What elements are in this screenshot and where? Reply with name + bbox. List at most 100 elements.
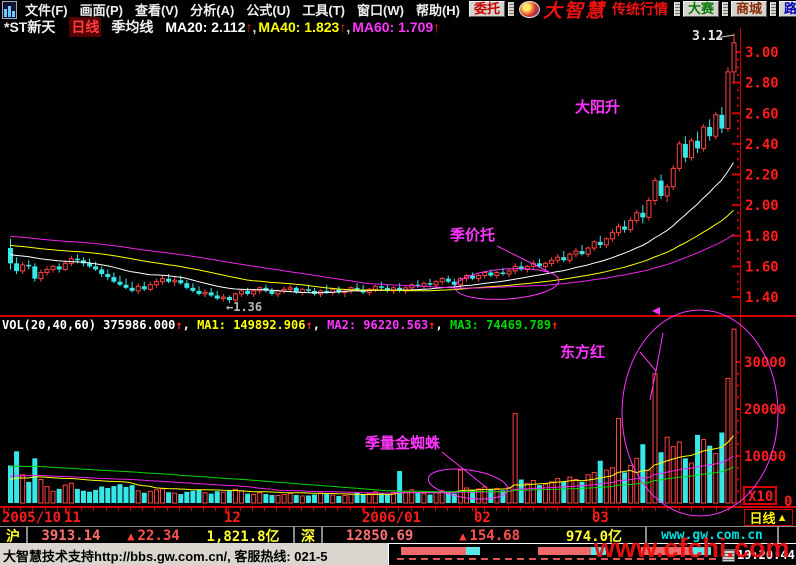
toolbar: 委托 大智慧 传统行情 大赛 商城 路演 _ ❐ ✕ xyxy=(468,0,796,22)
sh-data-cell[interactable]: 3913.14 ▲ 22.34 1,821.8亿 xyxy=(28,527,295,545)
up-arrow-icon: ↑ xyxy=(433,18,441,35)
date-minor-tick xyxy=(544,508,546,511)
date-minor-tick xyxy=(105,508,107,511)
date-minor-tick xyxy=(374,508,375,511)
left-triangle-marker xyxy=(652,307,660,315)
date-minor-tick xyxy=(557,508,558,511)
svg-text:2.20: 2.20 xyxy=(745,168,779,184)
website-link[interactable]: www.gw.com.cn xyxy=(661,528,763,543)
date-minor-tick xyxy=(44,508,46,511)
date-minor-tick xyxy=(56,508,58,511)
date-minor-tick xyxy=(581,508,583,511)
chart-info-bar: *ST新天 日线 季均线 MA20: 2.112 ↑, MA40: 1.823 ↑,… xyxy=(4,16,441,37)
sz-data-cell[interactable]: 12850.69 ▲ 154.68 974.0亿 xyxy=(323,527,647,545)
date-minor-tick xyxy=(203,508,205,511)
date-axis: 日线 ▲ 2005/10 11 12 2006/01 02 03 xyxy=(0,508,796,526)
menu-file[interactable]: 文件(F) xyxy=(25,2,68,18)
ticker-dash xyxy=(685,558,692,560)
menu-analysis[interactable]: 分析(A) xyxy=(190,2,235,18)
svg-text:2.80: 2.80 xyxy=(745,76,779,92)
ticker-dash xyxy=(601,558,608,560)
annotation-text: 大阳升 xyxy=(575,98,620,116)
date-minor-tick xyxy=(325,508,327,511)
annotation-text: 季量金蜘蛛 xyxy=(365,434,441,452)
date-minor-tick xyxy=(349,508,351,511)
date-tick xyxy=(475,508,477,513)
date-minor-tick xyxy=(191,508,192,511)
date-minor-tick xyxy=(422,508,424,511)
ticker-dash xyxy=(613,558,620,560)
volume-bars xyxy=(8,328,737,504)
date-tick xyxy=(363,508,365,513)
ticker-dash xyxy=(577,558,584,560)
date-minor-tick xyxy=(679,508,680,511)
ticker-dash xyxy=(637,558,644,560)
menu-screen[interactable]: 画面(P) xyxy=(79,2,123,18)
sz-amount: 974.0亿 xyxy=(565,528,623,545)
ticker-dash xyxy=(661,558,668,560)
date-minor-tick xyxy=(532,508,534,511)
date-minor-tick xyxy=(496,508,497,511)
status-panel-icon xyxy=(722,549,735,562)
annotation-text: 季价托 xyxy=(450,226,495,244)
ticker-dash xyxy=(421,558,428,560)
ticker-block xyxy=(538,547,591,555)
svg-text:2.40: 2.40 xyxy=(745,137,779,153)
ticker-dash xyxy=(565,558,572,560)
date-minor-tick xyxy=(300,508,302,511)
date-minor-tick xyxy=(361,508,363,511)
date-minor-tick xyxy=(398,508,400,511)
date-minor-tick xyxy=(154,508,156,511)
date-minor-tick xyxy=(459,508,461,511)
ticker-dash xyxy=(709,558,716,560)
toolbar-grip-icon xyxy=(770,2,777,16)
ticker-block xyxy=(401,547,423,555)
date-minor-tick xyxy=(227,508,229,511)
ticker-dash xyxy=(445,558,452,560)
date-minor-tick xyxy=(8,508,9,511)
entrust-button[interactable]: 委托 xyxy=(468,1,505,17)
ticker-dash xyxy=(625,558,632,560)
ticker-dash xyxy=(409,558,416,560)
vol-ma1-value: MA1: 149892.906 xyxy=(197,318,306,332)
sh-change: ▲ 22.34 xyxy=(127,527,180,544)
menu-formula[interactable]: 公式(U) xyxy=(246,2,291,18)
date-minor-tick xyxy=(252,508,253,511)
ticker-block xyxy=(423,547,466,555)
ticker-dash xyxy=(541,558,548,560)
low-price-label: ←1.36 xyxy=(226,300,262,314)
mall-button[interactable]: 商城 xyxy=(731,1,768,17)
menu-view[interactable]: 查看(V) xyxy=(134,2,179,18)
indicator-label[interactable]: 季均线 xyxy=(111,18,154,35)
volume-multiplier-box xyxy=(743,486,777,505)
date-minor-tick xyxy=(288,508,290,511)
menu-window[interactable]: 窗口(W) xyxy=(357,2,404,18)
website-cell[interactable]: www.gw.com.cn xyxy=(647,527,779,544)
contest-button[interactable]: 大赛 xyxy=(683,1,720,17)
svg-text:0: 0 xyxy=(784,494,792,510)
date-minor-tick xyxy=(20,508,22,511)
ma20-value: MA20: 2.112 xyxy=(165,18,246,35)
period-label[interactable]: 日线 xyxy=(69,16,102,37)
price-volume-chart[interactable]: 3.00 2.80 2.60 2.40 2.20 2.00 1.80 1.60 1.40 3000… xyxy=(0,28,796,525)
triangle-up-icon: ▲ xyxy=(776,511,788,524)
menu-help[interactable]: 帮助(H) xyxy=(415,2,460,18)
date-minor-tick xyxy=(117,508,119,511)
roadshow-button[interactable]: 路演 xyxy=(779,1,796,17)
dazhihui-logo-icon xyxy=(519,0,540,18)
app-icon[interactable] xyxy=(2,0,17,19)
period-indicator-box[interactable]: 日线 ▲ xyxy=(744,509,793,526)
candles xyxy=(8,33,737,304)
date-minor-tick xyxy=(337,508,339,511)
date-minor-tick xyxy=(654,508,656,511)
stock-symbol[interactable]: *ST新天 xyxy=(4,18,56,35)
date-minor-tick xyxy=(715,508,717,511)
up-arrow-icon: ↑ xyxy=(245,18,253,35)
date-tick xyxy=(225,508,227,513)
watermark: www.cfchi.com xyxy=(594,533,790,563)
menu-tools[interactable]: 工具(T) xyxy=(302,2,345,18)
date-label: 02 xyxy=(474,510,491,526)
date-minor-tick xyxy=(239,508,241,511)
